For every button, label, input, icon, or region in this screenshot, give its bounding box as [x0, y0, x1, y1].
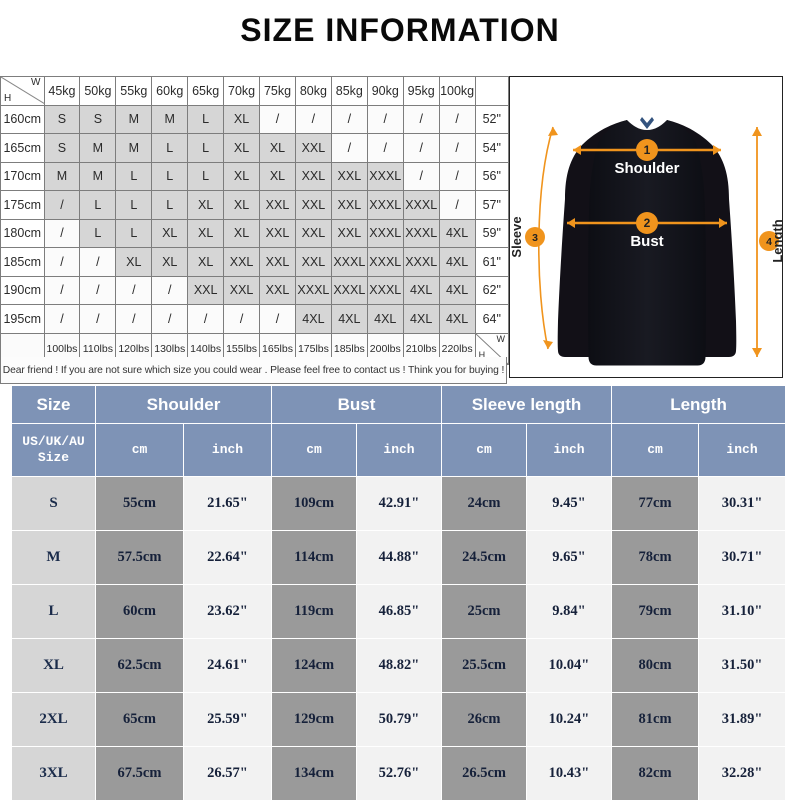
svg-text:Sleeve: Sleeve — [510, 216, 524, 257]
svg-text:3: 3 — [532, 232, 538, 244]
svg-text:Shoulder: Shoulder — [614, 160, 679, 177]
svg-text:2: 2 — [644, 216, 651, 230]
svg-text:1: 1 — [644, 143, 651, 157]
svg-text:Length: Length — [770, 219, 783, 262]
svg-text:Bust: Bust — [630, 233, 663, 250]
